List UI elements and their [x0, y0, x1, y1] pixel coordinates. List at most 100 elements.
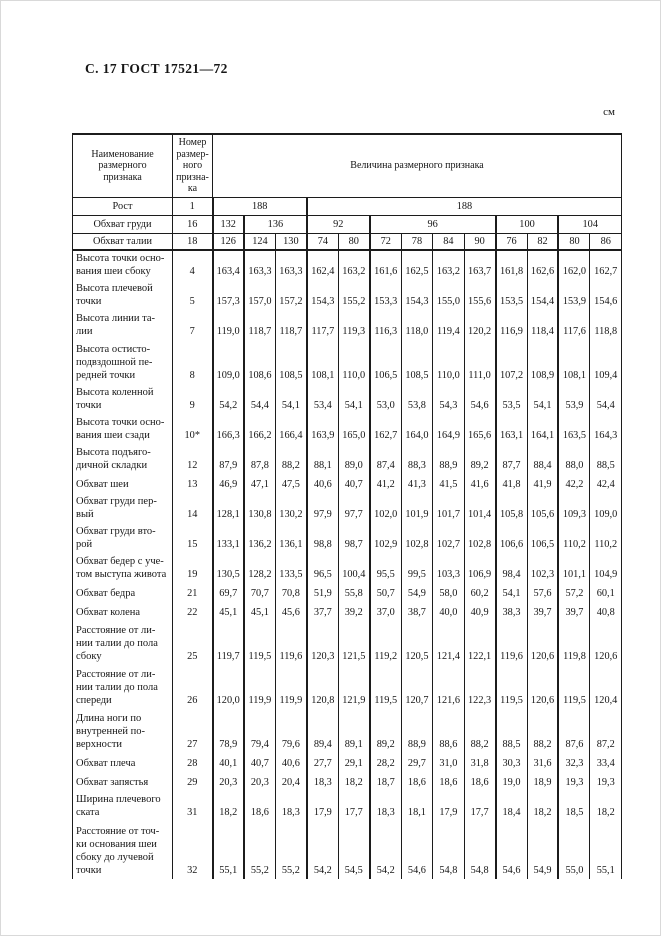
feature-number-cell: 28: [172, 753, 214, 772]
value-cell: 162,7: [369, 414, 402, 444]
group-value-cell: 90: [463, 232, 497, 251]
feature-name-cell: Обхват бедер с уче- том выступа живота: [72, 553, 173, 583]
value-cell: 111,0: [463, 340, 497, 384]
value-cell: 40,7: [243, 753, 276, 772]
feature-name-cell: Обхват запястья: [72, 772, 173, 791]
value-cell: 79,4: [243, 709, 276, 753]
feature-name-cell: Обхват плеча: [72, 753, 173, 772]
value-cell: 54,1: [526, 384, 560, 414]
value-cell: 108,1: [557, 340, 591, 384]
measurements-table: Наименование размерного признака Номер р…: [72, 133, 623, 879]
feature-name-cell: Высота точки осно- вания шеи сбоку: [72, 250, 173, 280]
value-cell: 54,2: [369, 821, 402, 879]
feature-name-cell: Расстояние от ли- нии талии до пола сбок…: [72, 621, 173, 665]
feature-name-cell: Обхват колена: [72, 602, 173, 621]
group-header-row: Рост 1 188 188: [72, 196, 623, 216]
value-cell: 17,9: [306, 791, 339, 821]
value-cell: 54,6: [463, 384, 497, 414]
value-cell: 120,2: [463, 310, 497, 340]
value-cell: 118,7: [274, 310, 308, 340]
value-cell: 17,9: [432, 791, 465, 821]
value-cell: 55,2: [274, 821, 308, 879]
value-cell: 133,5: [274, 553, 308, 583]
value-cell: 122,1: [463, 621, 497, 665]
value-cell: 105,8: [495, 493, 528, 523]
value-cell: 50,7: [369, 583, 402, 602]
value-cell: 18,6: [463, 772, 497, 791]
table-row: Обхват шеи 13 46,9 47,1 47,5 40,6 40,7 41,2 41,3…: [72, 474, 623, 493]
value-cell: 89,2: [463, 444, 497, 474]
value-cell: 18,9: [526, 772, 560, 791]
value-cell: 39,7: [557, 602, 591, 621]
header-feature-number: Номер размер- ного призна- ка: [172, 133, 213, 198]
value-cell: 163,4: [211, 250, 245, 280]
value-cell: 120,3: [306, 621, 339, 665]
value-cell: 31,6: [526, 753, 560, 772]
value-cell: 88,6: [432, 709, 465, 753]
value-cell: 164,0: [400, 414, 434, 444]
value-cell: 95,5: [369, 553, 402, 583]
value-cell: 128,1: [211, 493, 245, 523]
value-cell: 165,0: [337, 414, 371, 444]
value-cell: 102,8: [400, 523, 434, 553]
size-group-header: Рост 1 188 188 Обхват груди 16 132 136 92 96 100 10…: [72, 196, 623, 251]
feature-number-cell: 31: [172, 791, 214, 821]
table-row: Ширина плечевого ската 31 18,2 18,6 18,3 17,9…: [72, 791, 623, 821]
group-value-cell: 74: [306, 232, 339, 251]
table-row: Высота остисто- подвздошной пе- редней т…: [72, 340, 623, 384]
value-cell: 155,0: [432, 280, 465, 310]
feature-number-cell: 26: [172, 665, 214, 709]
value-cell: 121,5: [337, 621, 371, 665]
value-cell: 53,4: [306, 384, 339, 414]
value-cell: 89,1: [337, 709, 371, 753]
value-cell: 120,7: [400, 665, 434, 709]
value-cell: 109,0: [211, 340, 245, 384]
value-cell: 18,4: [495, 791, 528, 821]
value-cell: 41,9: [526, 474, 560, 493]
value-cell: 102,8: [463, 523, 497, 553]
value-cell: 40,9: [463, 602, 497, 621]
value-cell: 18,7: [369, 772, 402, 791]
value-cell: 118,0: [400, 310, 434, 340]
value-cell: 45,1: [243, 602, 276, 621]
value-cell: 109,0: [589, 493, 623, 523]
value-cell: 40,6: [306, 474, 339, 493]
value-cell: 18,2: [211, 791, 245, 821]
value-cell: 99,5: [400, 553, 434, 583]
value-cell: 162,7: [589, 250, 623, 280]
value-cell: 54,9: [400, 583, 434, 602]
value-cell: 108,1: [306, 340, 339, 384]
value-cell: 102,7: [432, 523, 465, 553]
value-cell: 40,6: [274, 753, 308, 772]
value-cell: 41,8: [495, 474, 528, 493]
value-cell: 136,1: [274, 523, 308, 553]
feature-name-cell: Расстояние от ли- нии талии до пола спер…: [72, 665, 173, 709]
value-cell: 106,5: [369, 340, 402, 384]
value-cell: 41,6: [463, 474, 497, 493]
value-cell: 87,6: [557, 709, 591, 753]
value-cell: 154,4: [526, 280, 560, 310]
header-feature-value: Величина размерного признака: [211, 133, 623, 198]
feature-number-cell: 8: [172, 340, 214, 384]
value-cell: 17,7: [337, 791, 371, 821]
table-row: Обхват запястья 29 20,3 20,3 20,4 18,3 18,2 18,…: [72, 772, 623, 791]
feature-name-cell: Обхват груди вто- рой: [72, 523, 173, 553]
value-cell: 54,1: [495, 583, 528, 602]
value-cell: 155,2: [337, 280, 371, 310]
feature-name-cell: Обхват груди пер- вый: [72, 493, 173, 523]
table-row: Высота линии та- лии 7 119,0 118,7 118,7 117,…: [72, 310, 623, 340]
value-cell: 119,0: [211, 310, 245, 340]
value-cell: 28,2: [369, 753, 402, 772]
value-cell: 88,3: [400, 444, 434, 474]
group-value-cell: 82: [526, 232, 560, 251]
value-cell: 119,9: [274, 665, 308, 709]
value-cell: 153,3: [369, 280, 402, 310]
group-value-cell: 86: [589, 232, 623, 251]
value-cell: 88,9: [432, 444, 465, 474]
table-row: Длина ноги по внутренней по- верхности 27…: [72, 709, 623, 753]
value-cell: 154,6: [589, 280, 623, 310]
group-value-cell: 136: [243, 214, 308, 234]
value-cell: 164,9: [432, 414, 465, 444]
value-cell: 18,3: [369, 791, 402, 821]
page-heading: С. 17 ГОСТ 17521—72: [85, 61, 228, 76]
